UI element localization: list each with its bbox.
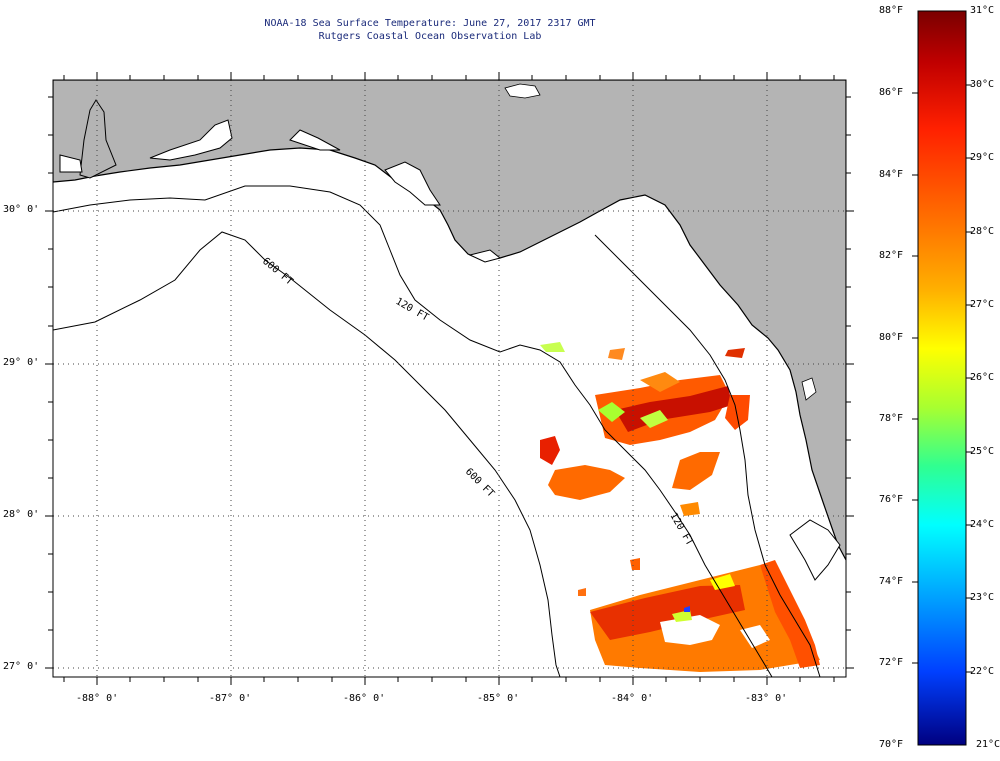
lake bbox=[504, 83, 541, 99]
bay-water bbox=[384, 161, 441, 206]
lon-label: -84° 0' bbox=[611, 693, 654, 704]
lon-label: -87° 0' bbox=[209, 693, 252, 704]
lat-label: 28° 0' bbox=[3, 509, 40, 520]
map-ticks bbox=[45, 72, 854, 685]
lon-label: -85° 0' bbox=[477, 693, 520, 704]
contour-120ft bbox=[53, 185, 773, 677]
land-peninsula bbox=[79, 99, 117, 179]
colorbar-ticks bbox=[912, 84, 972, 673]
colorbar-c-label: 21°C bbox=[976, 739, 1000, 750]
lat-label: 29° 0' bbox=[3, 357, 40, 368]
bay-water bbox=[289, 129, 341, 151]
bay-water bbox=[789, 519, 841, 581]
colorbar-f-label: 76°F bbox=[879, 494, 904, 505]
colorbar-f-label: 72°F bbox=[879, 657, 904, 668]
colorbar-f-label: 84°F bbox=[879, 169, 904, 180]
colorbar-f-label: 74°F bbox=[879, 576, 904, 587]
bay-water bbox=[468, 249, 502, 263]
colorbar-f-label: 82°F bbox=[879, 250, 904, 261]
map-subtitle: Rutgers Coastal Ocean Observation Lab bbox=[318, 31, 542, 42]
colorbar-c-label: 26°C bbox=[970, 372, 995, 383]
map-frame bbox=[52, 79, 847, 678]
map-title: NOAA-18 Sea Surface Temperature: June 27… bbox=[264, 18, 596, 29]
colorbar-f-label: 70°F bbox=[879, 739, 904, 750]
contour-600ft bbox=[53, 231, 561, 677]
colorbar-f-label: 86°F bbox=[879, 87, 904, 98]
land-mass bbox=[53, 80, 846, 561]
colorbar-c-label: 31°C bbox=[970, 5, 995, 16]
lon-label: -88° 0' bbox=[76, 693, 119, 704]
lat-label: 27° 0' bbox=[3, 661, 40, 672]
lon-label: -86° 0' bbox=[343, 693, 386, 704]
colorbar-f-label: 78°F bbox=[879, 413, 904, 424]
colorbar-c-label: 23°C bbox=[970, 592, 995, 603]
bay-water bbox=[149, 119, 233, 161]
bay-water bbox=[59, 154, 83, 173]
sst-data-patches bbox=[540, 342, 820, 672]
colorbar-f-label: 88°F bbox=[879, 5, 904, 16]
colorbar bbox=[917, 10, 967, 746]
colorbar-c-label: 28°C bbox=[970, 226, 995, 237]
contour-120ft-east bbox=[594, 234, 821, 677]
colorbar-c-label: 29°C bbox=[970, 152, 995, 163]
colorbar-f-label: 80°F bbox=[879, 332, 904, 343]
lon-label: -83° 0' bbox=[745, 693, 788, 704]
colorbar-c-label: 24°C bbox=[970, 519, 995, 530]
colorbar-c-label: 25°C bbox=[970, 446, 995, 457]
lat-label: 30° 0' bbox=[3, 204, 40, 215]
lake bbox=[801, 377, 817, 401]
colorbar-c-label: 27°C bbox=[970, 299, 995, 310]
graticule bbox=[53, 80, 846, 677]
colorbar-c-label: 22°C bbox=[970, 666, 995, 677]
colorbar-c-label: 30°C bbox=[970, 79, 995, 90]
